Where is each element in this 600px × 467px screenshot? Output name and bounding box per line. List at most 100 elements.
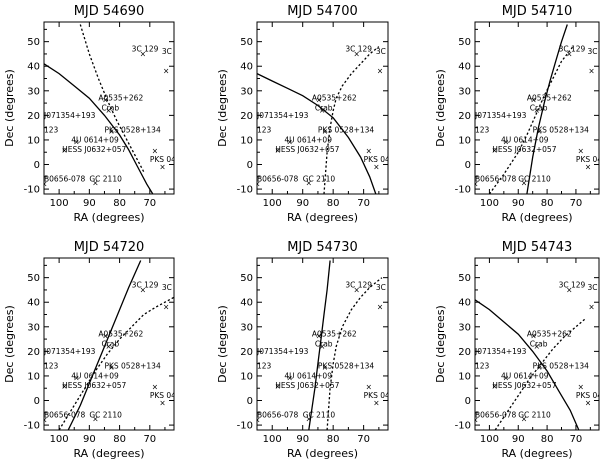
source-marker: × — [73, 138, 79, 147]
source-marker: × — [275, 146, 281, 155]
source-label-pks04: PKS 04 — [576, 391, 600, 400]
x-tick-label: 100 — [263, 198, 282, 209]
y-tick-label: 10 — [27, 135, 40, 146]
source-marker: × — [530, 95, 536, 104]
chart-title: MJD 54710 — [502, 4, 573, 19]
source-label-ngc: GC 2110 — [303, 411, 336, 420]
source-label-hess: HESS J0632+057 — [62, 145, 126, 154]
source-marker: × — [585, 398, 591, 407]
source-marker: × — [319, 106, 325, 115]
y-tick-label: 0 — [34, 160, 40, 171]
source-label-a0535: A0535+262 — [527, 94, 572, 103]
source-marker: × — [163, 303, 169, 312]
source-label-j0713: J071354+193 — [43, 111, 96, 120]
x-tick-label: 80 — [541, 198, 554, 209]
source-label-u0614: 4U 0614+09 — [71, 135, 119, 144]
source-marker: × — [254, 416, 260, 425]
source-label-j0713: J071354+193 — [256, 111, 309, 120]
chart-title: MJD 54700 — [287, 4, 358, 19]
series-line-dotted — [58, 296, 174, 430]
source-marker: × — [588, 303, 594, 312]
y-tick-label: -10 — [24, 185, 40, 196]
y-tick-label: 40 — [240, 62, 253, 73]
source-label-crab: Crab — [530, 103, 548, 112]
source-label-u0614: 4U 0614+09 — [71, 371, 119, 380]
series-line-dotted — [494, 318, 586, 430]
y-tick-label: 40 — [240, 298, 253, 309]
source-marker: × — [140, 285, 146, 294]
source-label-hess: HESS J0632+057 — [275, 381, 339, 390]
y-tick-label: -10 — [455, 185, 471, 196]
plot-frame — [256, 257, 389, 431]
source-marker: × — [108, 127, 114, 136]
chart-title: MJD 54720 — [74, 240, 145, 255]
source-marker: × — [159, 398, 165, 407]
y-tick-label: 20 — [458, 347, 471, 358]
source-label-3c129: 3C 129 — [132, 44, 159, 53]
source-marker: × — [306, 414, 312, 423]
source-label-hess: HESS J0632+057 — [275, 145, 339, 154]
y-tick-label: 20 — [27, 111, 40, 122]
source-label-j0713: J071354+193 — [256, 347, 309, 356]
series-line-solid — [257, 73, 377, 194]
plot-frame — [43, 21, 175, 195]
source-marker: × — [566, 49, 572, 58]
source-label-u0614: 4U 0614+09 — [501, 135, 549, 144]
y-tick-label: -10 — [237, 185, 253, 196]
source-label-a0535: A0535+262 — [312, 330, 357, 339]
source-marker: × — [353, 285, 359, 294]
series-line-solid — [526, 24, 568, 194]
source-label-hess: HESS J0632+057 — [492, 145, 556, 154]
y-axis-label: Dec (degrees) — [3, 69, 16, 147]
y-tick-label: 20 — [458, 111, 471, 122]
y-axis-label: Dec (degrees) — [434, 69, 447, 147]
x-tick-label: 90 — [296, 198, 309, 209]
source-label-3c111: 3C 111 — [162, 283, 189, 292]
source-label-a0535: A0535+262 — [98, 330, 143, 339]
source-marker: × — [536, 127, 542, 136]
y-tick-label: 30 — [458, 322, 471, 333]
source-label-b0656: B0656-078 — [44, 411, 85, 420]
series-line-solid — [67, 260, 142, 430]
source-marker: × — [536, 363, 542, 372]
y-tick-label: 40 — [458, 298, 471, 309]
source-marker: × — [275, 382, 281, 391]
source-marker: × — [353, 49, 359, 58]
x-tick-label: 70 — [570, 198, 583, 209]
y-tick-label: 50 — [240, 273, 253, 284]
x-axis-label: RA (degrees) — [287, 447, 358, 460]
series-line-solid — [44, 63, 154, 194]
source-marker: × — [322, 127, 328, 136]
source-marker: × — [152, 383, 158, 392]
source-label-u0614: 4U 0614+09 — [501, 371, 549, 380]
source-marker: × — [373, 162, 379, 171]
x-tick-label: 100 — [263, 434, 282, 445]
y-axis-label: Dec (degrees) — [216, 69, 229, 147]
source-marker: × — [491, 382, 497, 391]
source-label-pks0528: PKS 0528+134 — [318, 126, 375, 135]
source-marker: × — [534, 342, 540, 351]
source-marker: × — [585, 162, 591, 171]
x-axis-label: RA (degrees) — [73, 211, 144, 224]
source-label-fragment: 123 — [257, 362, 272, 371]
y-tick-label: 0 — [34, 396, 40, 407]
y-tick-label: 10 — [458, 371, 471, 382]
source-marker: × — [588, 67, 594, 76]
chart-panel-1: MJD 54690 100 90 80 70 -10 0 10 20 30 40 50 RA (degr… — [3, 4, 175, 224]
source-marker: × — [306, 178, 312, 187]
y-tick-label: 0 — [247, 160, 253, 171]
source-label-fragment: 123 — [44, 362, 59, 371]
x-tick-label: 70 — [570, 434, 583, 445]
source-marker: × — [366, 147, 372, 156]
x-axis-label: RA (degrees) — [73, 447, 144, 460]
source-marker: × — [472, 180, 478, 189]
x-tick-label: 70 — [143, 198, 156, 209]
source-label-ngc: GC 2110 — [89, 411, 122, 420]
source-marker: × — [503, 138, 509, 147]
source-marker: × — [61, 146, 67, 155]
series-line-dotted — [79, 24, 145, 173]
x-tick-label: 90 — [83, 198, 96, 209]
source-marker: × — [316, 331, 322, 340]
source-label-crab: Crab — [315, 339, 333, 348]
x-tick-label: 90 — [83, 434, 96, 445]
